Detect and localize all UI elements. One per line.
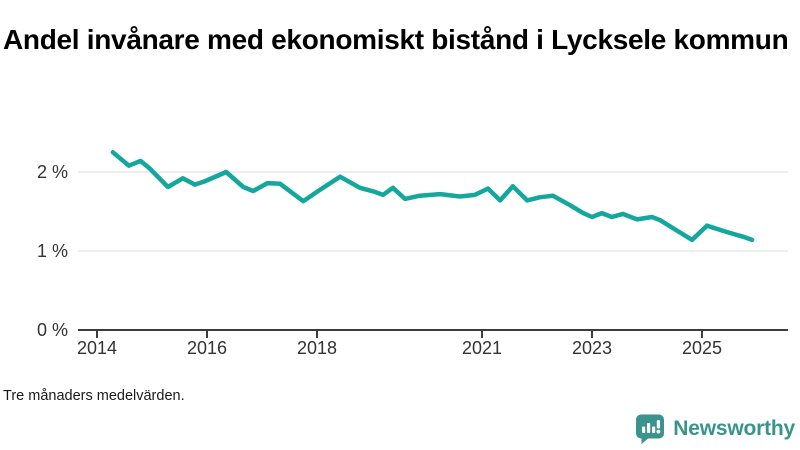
x-axis-label: 2018	[296, 338, 338, 358]
newsworthy-logo[interactable]: Newsworthy	[634, 412, 795, 446]
x-axis-label: 2023	[571, 338, 613, 358]
y-axis-label: 1 %	[36, 241, 68, 261]
data-line	[110, 150, 755, 243]
y-axis-label: 2 %	[36, 162, 68, 182]
bar-chart-speech-bubble-icon	[634, 413, 666, 445]
y-axis-label: 0 %	[36, 320, 68, 340]
chart-footnote: Tre månaders medelvärden.	[3, 388, 185, 404]
brand-wordmark: Newsworthy	[673, 417, 795, 440]
x-axis-label: 2025	[681, 338, 723, 358]
x-axis-label: 2021	[461, 338, 503, 358]
page-title: Andel invånare med ekonomiskt bistånd i …	[3, 23, 789, 55]
x-axis-label: 2016	[186, 338, 228, 358]
x-axis-label: 2014	[76, 338, 118, 358]
